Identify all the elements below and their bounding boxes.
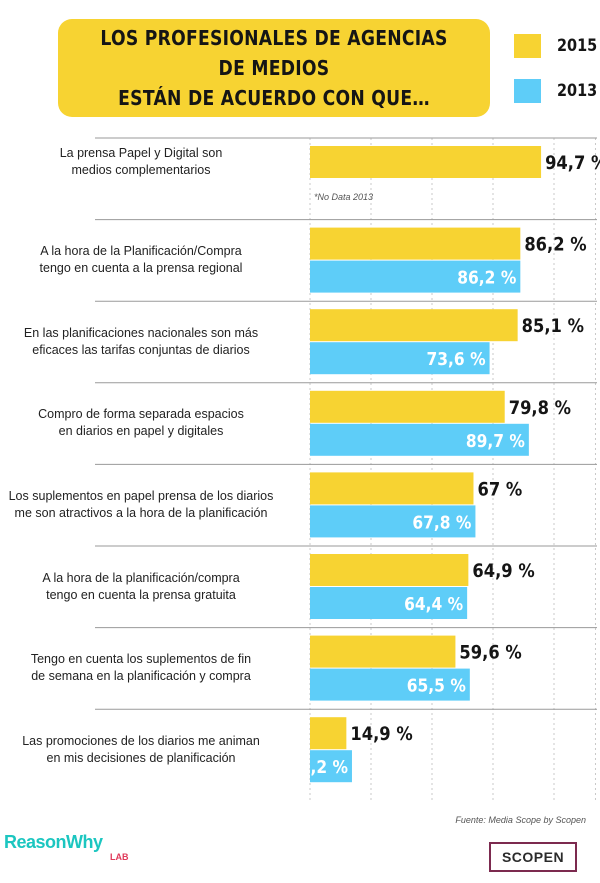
data-label-2015: 64,9 % — [472, 561, 535, 582]
bar-2015 — [310, 635, 456, 668]
no-data-note: *No Data 2013 — [314, 192, 374, 202]
data-label-2013: 64,4 % — [404, 593, 463, 614]
legend-swatch-2013 — [514, 79, 541, 103]
bar-2013 — [310, 668, 470, 701]
reasonwhy-logo: ReasonWhy LAB — [4, 832, 129, 862]
bar-2013 — [310, 505, 476, 538]
data-label-2015: 79,8 % — [509, 398, 572, 419]
legend-label-2013: 2013 — [557, 81, 598, 101]
bar-2013 — [310, 423, 529, 456]
category-label-line: me son atractivos a la hora de la planif… — [14, 505, 268, 520]
title-line-2: ESTÁN DE ACUERDO CON QUE… — [118, 86, 430, 110]
category-label-line: La prensa Papel y Digital son — [59, 146, 223, 160]
data-label-2013: 65,5 % — [407, 674, 466, 695]
data-label-2013: 67,8 % — [412, 511, 471, 532]
category-label-line: Tengo en cuenta los suplementos de fin — [30, 652, 252, 667]
data-label-2013: 17,2 % — [289, 756, 348, 777]
title-line-1: LOS PROFESIONALES DE AGENCIAS DE MEDIOS — [100, 26, 448, 80]
data-label-2015: 59,6 % — [459, 643, 522, 664]
bar-2013 — [310, 750, 352, 783]
category-label: Los suplementos en papel prensa de los d… — [0, 488, 289, 522]
category-label: A la hora de la planificación/compra teng… — [0, 570, 289, 604]
category-label-line: medios complementarios — [71, 163, 211, 177]
category-label-line: Compro de forma separada espacios — [38, 407, 244, 422]
bar-2013 — [310, 342, 490, 375]
category-label: Tengo en cuenta los suplementos de fin de… — [0, 651, 289, 685]
category-label-line: A la hora de la planificación/compra — [42, 570, 240, 585]
legend-swatch-2015 — [514, 34, 541, 58]
category-label: La prensa Papel y Digital son medios comp… — [0, 145, 289, 179]
category-label: En las planificaciones nacionales son má… — [0, 325, 289, 359]
legend-item-2013: 2013 — [514, 79, 600, 103]
data-label-2015: 86,2 % — [524, 235, 587, 256]
legend-item-2015: 2015 — [514, 34, 600, 58]
category-label: Las promociones de los diarios me animan… — [0, 733, 289, 767]
scopen-logo-text: SCOPEN — [501, 849, 565, 865]
title-banner: LOS PROFESIONALES DE AGENCIAS DE MEDIOS … — [58, 19, 490, 117]
source-note: Fuente: Media Scope by Scopen — [455, 815, 586, 825]
reasonwhy-logo-text: ReasonWhy — [4, 832, 103, 852]
legend-label-2015: 2015 — [557, 36, 598, 56]
reasonwhy-logo-lab: LAB — [110, 852, 129, 862]
category-label: Compro de forma separada espacios en diar… — [0, 406, 289, 440]
category-label-line: tengo en cuenta a la prensa regional — [39, 261, 243, 276]
bar-2013 — [310, 260, 521, 293]
data-label-2013: 89,7 % — [466, 430, 525, 451]
category-label: A la hora de la Planificación/Compra teng… — [0, 243, 289, 277]
chart-title: LOS PROFESIONALES DE AGENCIAS DE MEDIOS … — [88, 23, 460, 113]
bar-2015 — [310, 309, 518, 342]
bar-2015 — [310, 146, 542, 178]
category-label-line: tengo en cuenta la prensa gratuita — [46, 587, 236, 602]
data-label-2013: 86,2 % — [457, 266, 516, 287]
category-label-line: en mis decisiones de planificación — [46, 750, 236, 765]
scopen-logo: SCOPEN — [489, 842, 577, 872]
data-label-2013: 73,6 % — [427, 348, 486, 369]
category-label-line: En las planificaciones nacionales son má… — [23, 325, 259, 340]
data-label-2015: 85,1 % — [522, 316, 585, 337]
category-label-line: A la hora de la Planificación/Compra — [40, 244, 242, 259]
category-label-line: en diarios en papel y digitales — [58, 424, 224, 439]
category-label-line: Las promociones de los diarios me animan — [22, 733, 260, 748]
data-label-2015: 94,7 % — [545, 153, 600, 174]
category-label-line: eficaces las tarifas conjuntas de diario… — [32, 342, 250, 357]
bar-2015 — [310, 227, 521, 260]
category-label-line: Los suplementos en papel prensa de los d… — [8, 488, 274, 503]
bar-2015 — [310, 717, 347, 750]
bar-2015 — [310, 472, 474, 505]
data-label-2015: 67 % — [477, 479, 522, 500]
bar-2015 — [310, 554, 469, 586]
bar-2013 — [310, 587, 468, 619]
bar-2015 — [310, 390, 505, 423]
data-label-2015: 14,9 % — [350, 724, 413, 745]
category-label-line: de semana en la planificación y compra — [31, 669, 251, 684]
